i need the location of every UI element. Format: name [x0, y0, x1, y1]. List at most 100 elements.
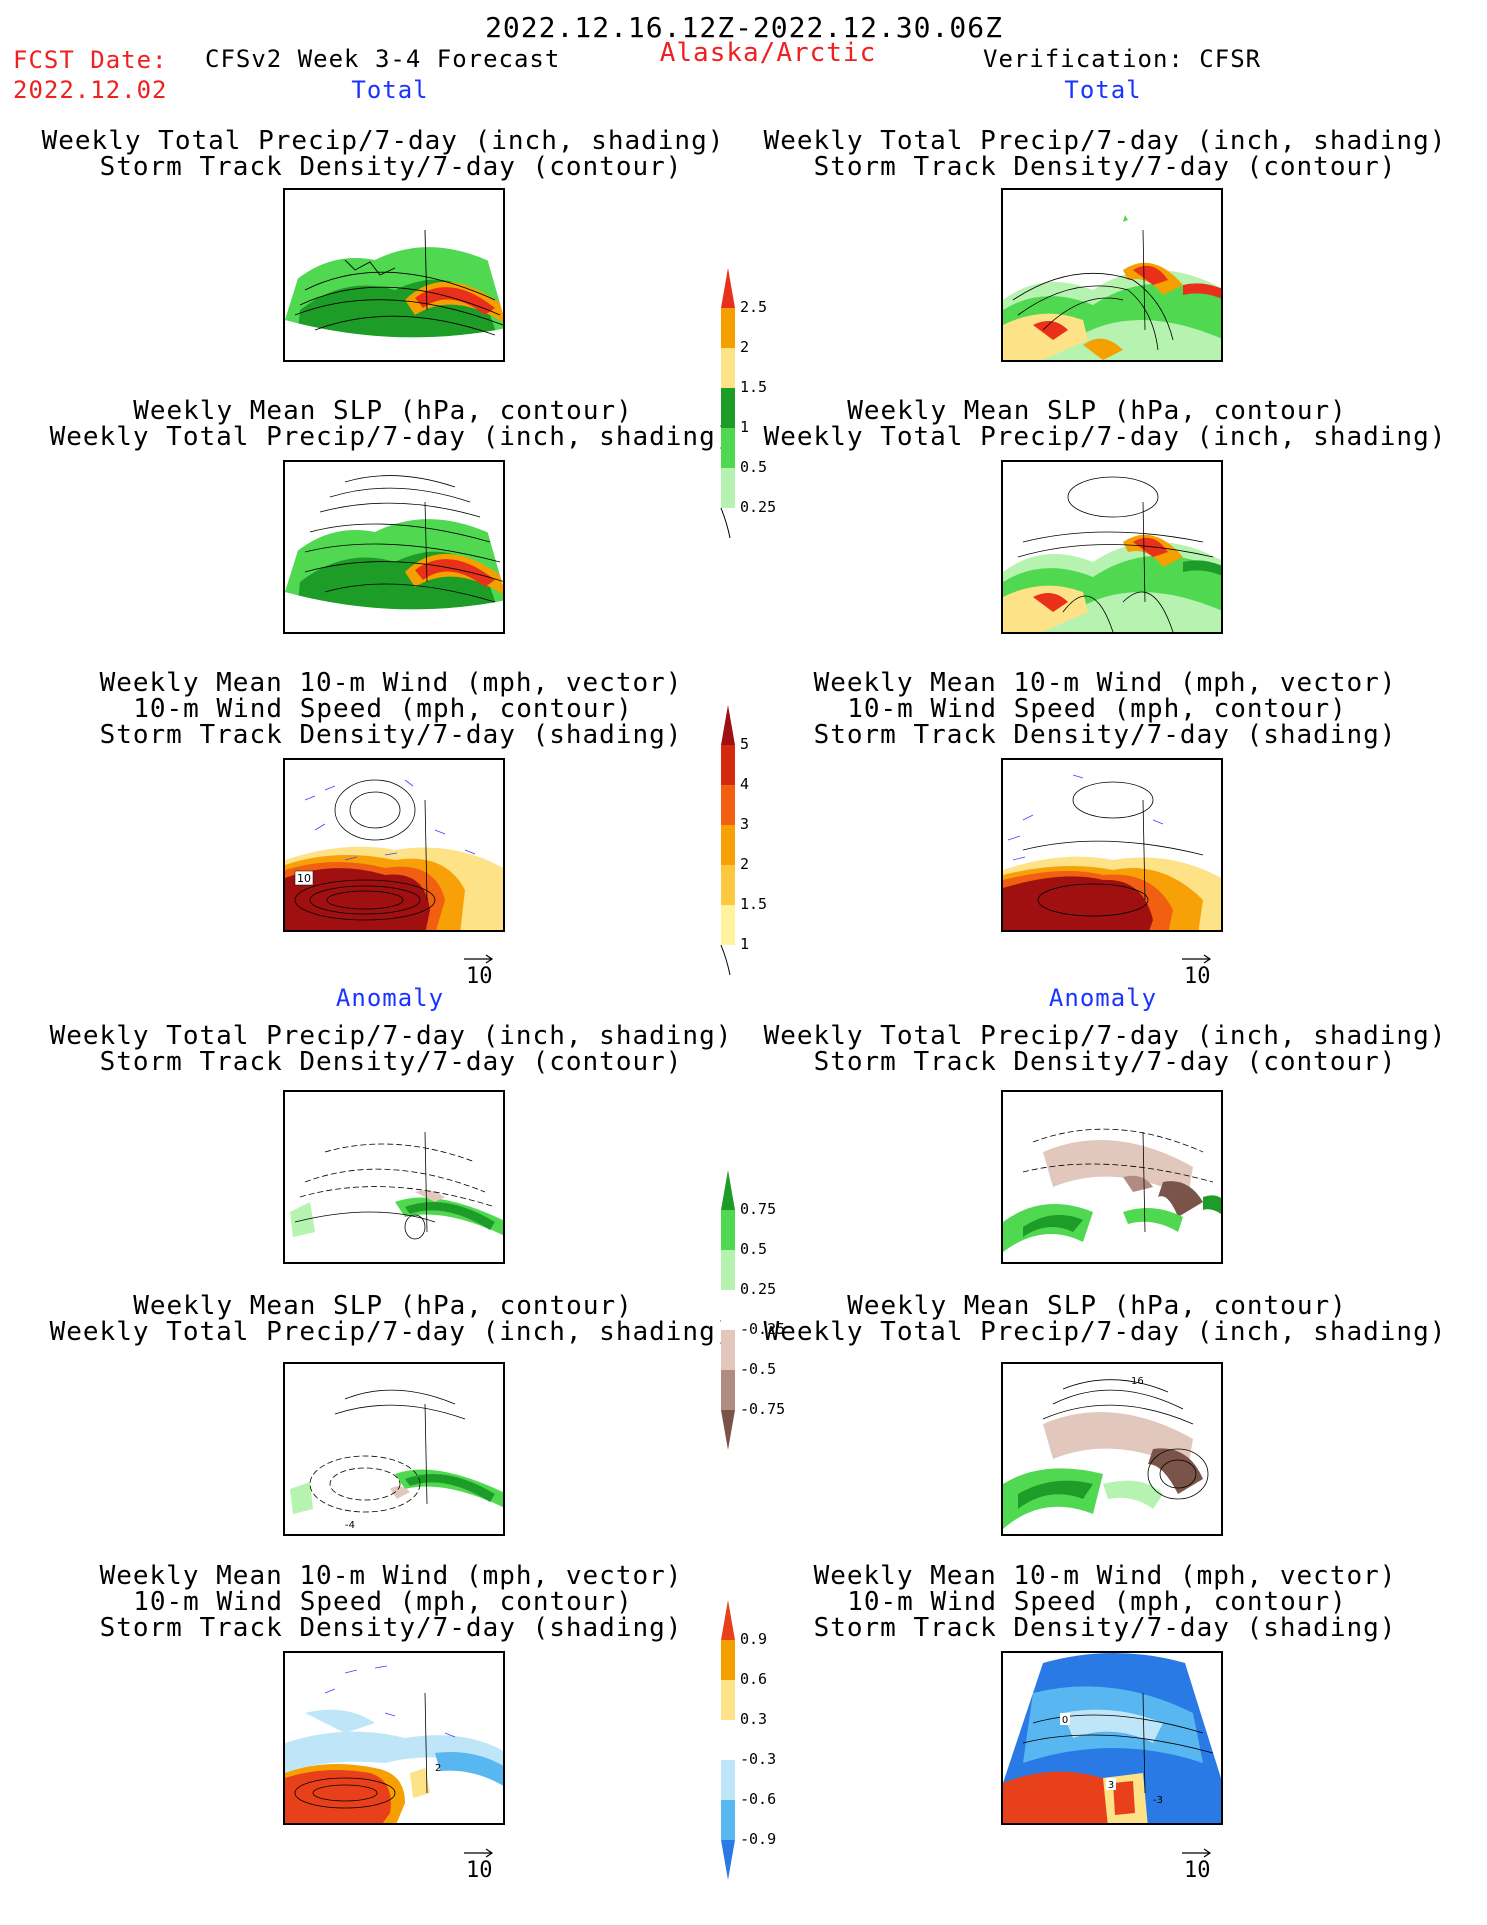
colorbar-label: 1.5 [740, 378, 768, 396]
title-r3-line3: Storm Track Density/7-day (shading) [813, 720, 1397, 750]
colorbar-label: 5 [740, 735, 750, 753]
title-r6-line3: Storm Track Density/7-day (shading) [813, 1613, 1397, 1643]
colorbar-swatch [721, 825, 735, 865]
colorbar-label: -0.5 [740, 1360, 777, 1378]
colorbar-label: 0.6 [740, 1670, 768, 1688]
title-r1-line1: Weekly Total Precip/7-day (inch, shading… [763, 126, 1447, 156]
title-l4-line2: Storm Track Density/7-day (contour) [99, 1047, 683, 1077]
colorbar-label: -0.75 [740, 1400, 786, 1418]
colorbar-label: 1 [740, 418, 750, 436]
section-anomaly-right: Anomaly [1048, 984, 1158, 1012]
date-range-title: 2022.12.16.12Z-2022.12.30.06Z [485, 11, 1003, 44]
title-l5-line1: Weekly Mean SLP (hPa, contour) [133, 1291, 633, 1321]
contour-label-3: 3 [1108, 1780, 1114, 1791]
contour-label-neg4: -4 [345, 1520, 355, 1531]
colorbar-label: -0.6 [740, 1790, 777, 1808]
title-l2-line2: Weekly Total Precip/7-day (inch, shading… [49, 422, 733, 452]
title-r1-line2: Storm Track Density/7-day (contour) [813, 152, 1397, 182]
title-r3-line1: Weekly Mean 10-m Wind (mph, vector) [813, 668, 1397, 698]
colorbar-swatch [721, 1330, 735, 1370]
colorbar-label: 0.5 [740, 458, 768, 476]
vector-ref-label-l3: 10 [466, 964, 493, 989]
colorbar-swatch [721, 1800, 735, 1840]
region-title: Alaska/Arctic [659, 38, 877, 68]
colorbar-swatch [721, 785, 735, 825]
vector-ref-arrow-icon [1182, 954, 1212, 964]
vector-ref-label-l6: 10 [466, 1858, 493, 1883]
map-anom-wind-forecast: 2 [283, 1651, 505, 1825]
colorbar-swatch [721, 1720, 735, 1760]
map-wind-storm-forecast: 10 [283, 758, 505, 932]
colorbar-swatch [721, 1680, 735, 1720]
colorbar-swatch [721, 1410, 735, 1450]
colorbar-label: 0.5 [740, 1240, 768, 1258]
colorbar-precip-anomaly: 0.75 0.5 0.25 -0.25 -0.5 -0.75 [720, 1170, 785, 1456]
colorbar-swatch [721, 745, 735, 785]
colorbar-swatch [721, 1170, 735, 1210]
title-r4-line1: Weekly Total Precip/7-day (inch, shading… [763, 1021, 1447, 1051]
colorbar-swatch [721, 1600, 735, 1640]
colorbar-swatch [721, 348, 735, 388]
contour-label-neg3: -3 [1153, 1795, 1163, 1806]
vector-ref-arrow-icon [464, 1848, 494, 1858]
colorbar-storm-anomaly: 0.9 0.6 0.3 -0.3 -0.6 -0.9 [720, 1600, 776, 1886]
colorbar-label: 2.5 [740, 298, 768, 316]
colorbar-swatch [721, 1210, 735, 1250]
title-l6-line1: Weekly Mean 10-m Wind (mph, vector) [99, 1561, 683, 1591]
title-r5-line1: Weekly Mean SLP (hPa, contour) [847, 1291, 1347, 1321]
title-r6-line1: Weekly Mean 10-m Wind (mph, vector) [813, 1561, 1397, 1591]
section-anomaly-left: Anomaly [335, 984, 445, 1012]
colorbar-label: 1 [740, 935, 750, 953]
map-anom-slp-forecast: -4 [283, 1362, 505, 1536]
colorbar-swatch [721, 1760, 735, 1800]
colorbar-tail [720, 944, 731, 976]
vector-ref-label-r6: 10 [1184, 1858, 1211, 1883]
title-r5-line2: Weekly Total Precip/7-day (inch, shading… [763, 1317, 1447, 1347]
map-slp-precip-forecast [283, 460, 505, 634]
title-l5-line2: Weekly Total Precip/7-day (inch, shading… [49, 1317, 733, 1347]
colorbar-label: -0.25 [740, 1320, 786, 1338]
colorbar-label: 0.3 [740, 1710, 768, 1728]
colorbar-storm-total: 5 4 3 2 1.5 1 [720, 705, 767, 981]
title-r6-line2: 10-m Wind Speed (mph, contour) [847, 1587, 1347, 1617]
colorbar-swatch [721, 1640, 735, 1680]
colorbar-label: 0.25 [740, 498, 777, 516]
colorbar-swatch [721, 905, 735, 945]
map-total-precip-verification [1001, 188, 1223, 362]
title-l2-line1: Weekly Mean SLP (hPa, contour) [133, 396, 633, 426]
title-l6-line2: 10-m Wind Speed (mph, contour) [133, 1587, 633, 1617]
map-slp-precip-verification [1001, 460, 1223, 634]
colorbar-label: 2 [740, 338, 750, 356]
colorbar-swatch [721, 865, 735, 905]
vector-ref-arrow-icon [464, 954, 494, 964]
map-anom-precip-forecast [283, 1090, 505, 1264]
colorbar-precip-total: 2.5 2 1.5 1 0.5 0.25 [720, 268, 776, 544]
vector-ref-arrow-icon [1182, 1848, 1212, 1858]
colorbar-label: 1.5 [740, 895, 768, 913]
title-r3-line2: 10-m Wind Speed (mph, contour) [847, 694, 1347, 724]
title-l3-line2: 10-m Wind Speed (mph, contour) [133, 694, 633, 724]
colorbar-label: 0.9 [740, 1630, 768, 1648]
vector-ref-label-r3: 10 [1184, 964, 1211, 989]
colorbar-label: 4 [740, 775, 750, 793]
precip_total-svg [720, 268, 735, 539]
map-total-precip-forecast [283, 188, 505, 362]
title-r2-line1: Weekly Mean SLP (hPa, contour) [847, 396, 1347, 426]
colorbar-label: 0.75 [740, 1200, 777, 1218]
storm_total-svg [720, 705, 735, 976]
title-l1-line2: Storm Track Density/7-day (contour) [99, 152, 683, 182]
verification-title: Verification: CFSR [983, 45, 1262, 73]
section-total-right: Total [1064, 76, 1142, 104]
title-l3-line1: Weekly Mean 10-m Wind (mph, vector) [99, 668, 683, 698]
colorbar-swatch [721, 1370, 735, 1410]
title-r2-line2: Weekly Total Precip/7-day (inch, shading… [763, 422, 1447, 452]
colorbar-swatch [721, 705, 735, 745]
title-r4-line2: Storm Track Density/7-day (contour) [813, 1047, 1397, 1077]
colorbar-label: -0.3 [740, 1750, 777, 1768]
colorbar-label: 2 [740, 855, 750, 873]
colorbar-label: 0.25 [740, 1280, 777, 1298]
contour-label-0: 0 [1062, 1715, 1068, 1726]
colorbar-swatch [721, 428, 735, 468]
map-anom-slp-verification: 16 [1001, 1362, 1223, 1536]
colorbar-swatch [721, 1250, 735, 1290]
